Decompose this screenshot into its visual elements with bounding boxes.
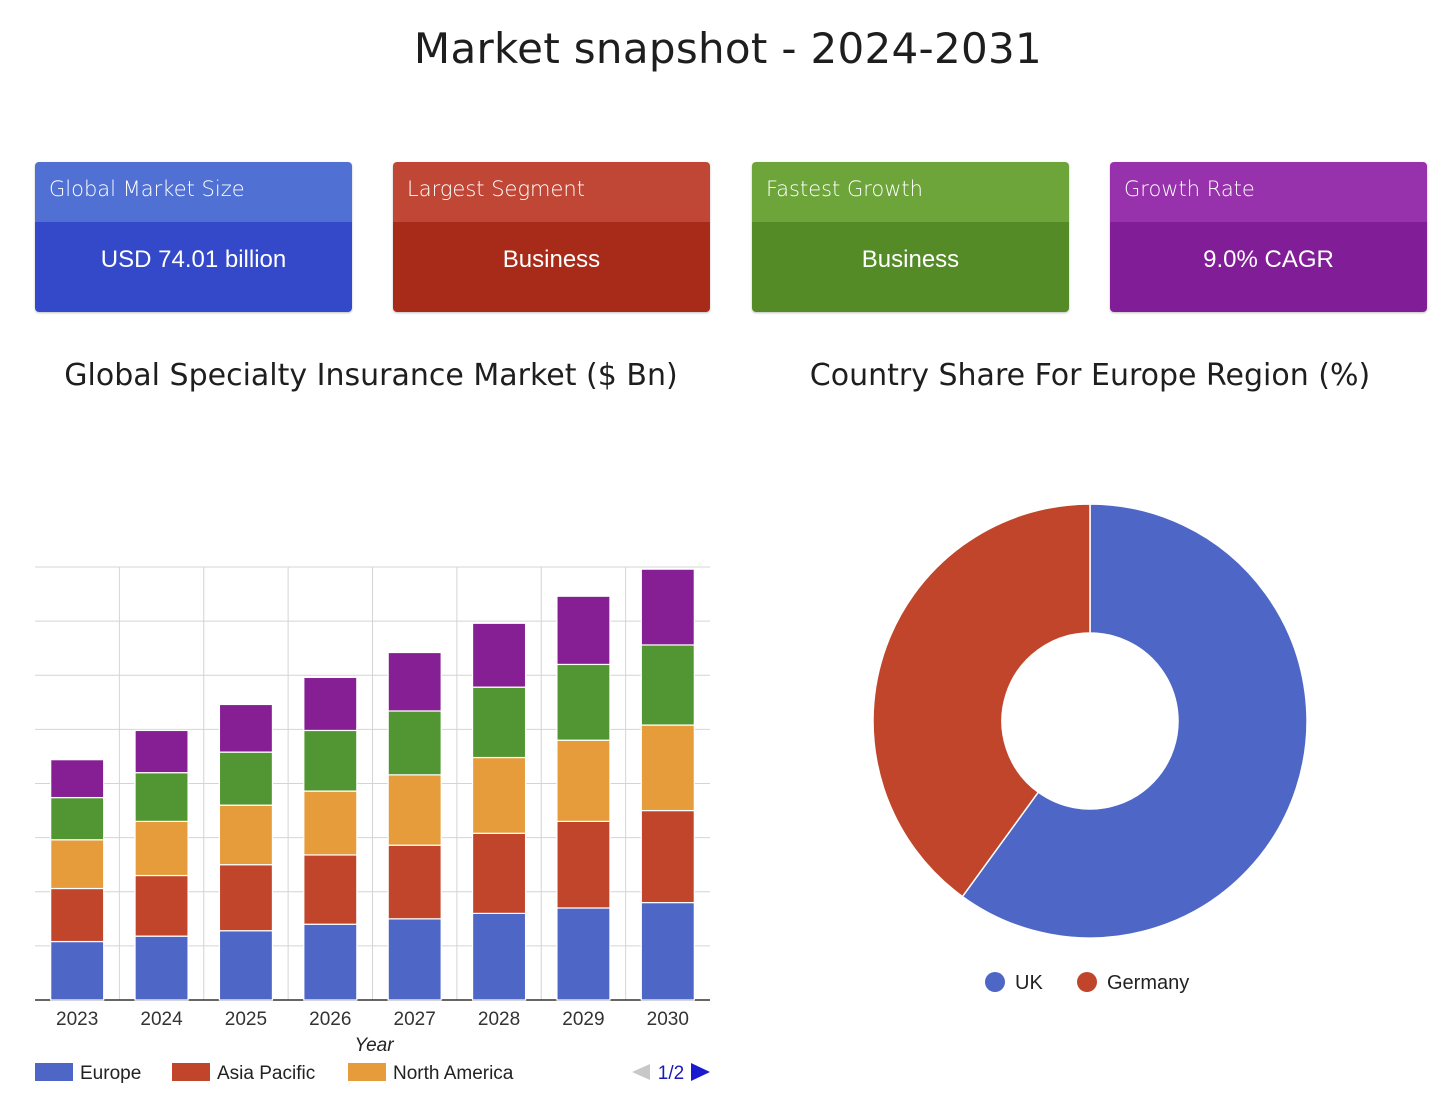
x-tick-label: 2025 xyxy=(225,1009,267,1030)
kpi-card-growth-rate: Growth Rate 9.0% CAGR xyxy=(1110,162,1427,312)
pie-chart-title: Country Share For Europe Region (%) xyxy=(809,358,1371,393)
legend-item[interactable]: UK xyxy=(985,972,1043,994)
legend-item[interactable]: Europe xyxy=(35,1063,141,1084)
bar-segment[interactable] xyxy=(303,790,358,856)
x-tick-label: 2028 xyxy=(478,1009,520,1030)
kpi-value: Business xyxy=(393,222,710,312)
kpi-label: Largest Segment xyxy=(393,162,710,222)
stacked-bar-chart: 2023 2024 2025 2026 2027 2028 2029 2030 Year Eu… xyxy=(35,566,710,1084)
bar-segment[interactable] xyxy=(303,676,358,732)
chart-bars xyxy=(50,568,695,1001)
bar-segment[interactable] xyxy=(134,820,189,877)
legend-prev-icon[interactable] xyxy=(632,1064,650,1080)
kpi-value: 9.0% CAGR xyxy=(1110,222,1427,312)
legend-label: Europe xyxy=(80,1063,141,1084)
donut-slice[interactable] xyxy=(872,503,1091,898)
bar-chart-title: Global Specialty Insurance Market ($ Bn) xyxy=(64,358,678,393)
bar-segment[interactable] xyxy=(134,729,189,774)
donut-slice[interactable] xyxy=(961,503,1308,939)
x-tick-label: 2024 xyxy=(140,1009,183,1030)
bar-segment[interactable] xyxy=(218,703,274,753)
legend-pager: 1/2 xyxy=(632,1063,710,1084)
bar-segment[interactable] xyxy=(50,887,105,943)
bar-segment[interactable] xyxy=(50,796,105,841)
bar-segment[interactable] xyxy=(556,739,611,822)
kpi-card-largest-segment: Largest Segment Business xyxy=(393,162,710,312)
bar-segment[interactable] xyxy=(303,729,358,792)
legend-swatch xyxy=(35,1063,73,1081)
x-tick-label: 2030 xyxy=(647,1009,689,1030)
bar-segment[interactable] xyxy=(134,772,189,822)
bar-segment[interactable] xyxy=(50,759,105,799)
bar-segment[interactable] xyxy=(134,874,189,937)
bar-segment[interactable] xyxy=(471,686,527,759)
bar-segment[interactable] xyxy=(640,809,695,904)
legend-label: UK xyxy=(1015,972,1043,994)
legend-label: Germany xyxy=(1107,972,1189,994)
bar-segment[interactable] xyxy=(387,774,442,846)
x-tick-label: 2029 xyxy=(562,1009,604,1030)
legend-item[interactable]: Germany xyxy=(1077,972,1189,994)
bar-segment[interactable] xyxy=(50,940,105,1001)
bar-segment[interactable] xyxy=(556,820,611,909)
donut-slices xyxy=(872,503,1308,939)
legend-page-indicator: 1/2 xyxy=(658,1063,684,1084)
bar-segment[interactable] xyxy=(134,935,189,1001)
chart-legend: Europe Asia Pacific North America xyxy=(35,1063,514,1084)
legend-next-icon[interactable] xyxy=(691,1063,710,1081)
legend-item[interactable]: North America xyxy=(348,1063,514,1084)
bar-segment[interactable] xyxy=(471,912,527,1001)
legend-label: North America xyxy=(393,1063,514,1084)
kpi-card-market-size: Global Market Size USD 74.01 billion xyxy=(35,162,352,312)
bar-segment[interactable] xyxy=(218,804,274,866)
x-tick-label: 2026 xyxy=(309,1009,351,1030)
kpi-card-fastest-growth: Fastest Growth Business xyxy=(752,162,1069,312)
legend-swatch xyxy=(172,1063,210,1081)
bar-segment[interactable] xyxy=(471,832,527,915)
bar-segment[interactable] xyxy=(218,930,274,1001)
x-tick-label: 2027 xyxy=(394,1009,436,1030)
kpi-value: USD 74.01 billion xyxy=(35,222,352,312)
bar-segment[interactable] xyxy=(556,907,611,1001)
bar-segment[interactable] xyxy=(471,756,527,834)
legend-swatch xyxy=(1077,972,1097,992)
donut-chart: UK Germany xyxy=(872,503,1308,994)
bar-segment[interactable] xyxy=(387,651,442,712)
bar-segment[interactable] xyxy=(303,854,358,925)
chart-grid xyxy=(35,566,710,1001)
legend-item[interactable]: Asia Pacific xyxy=(172,1063,315,1084)
legend-swatch xyxy=(348,1063,386,1081)
x-axis-ticks: 2023 2024 2025 2026 2027 2028 2029 2030 xyxy=(56,1009,689,1030)
donut-legend: UK Germany xyxy=(985,972,1189,994)
bar-segment[interactable] xyxy=(218,751,274,806)
kpi-label: Growth Rate xyxy=(1110,162,1427,222)
kpi-value: Business xyxy=(752,222,1069,312)
legend-swatch xyxy=(985,972,1005,992)
bar-segment[interactable] xyxy=(640,901,695,1001)
bar-segment[interactable] xyxy=(387,844,442,920)
bar-segment[interactable] xyxy=(303,923,358,1001)
kpi-label: Fastest Growth xyxy=(752,162,1069,222)
bar-segment[interactable] xyxy=(640,724,695,812)
bar-segment[interactable] xyxy=(640,568,695,646)
page-title: Market snapshot - 2024-2031 xyxy=(413,24,1043,73)
bar-segment[interactable] xyxy=(387,710,442,776)
x-tick-label: 2023 xyxy=(56,1009,98,1030)
bar-segment[interactable] xyxy=(556,663,611,741)
bar-segment[interactable] xyxy=(387,918,442,1001)
bar-segment[interactable] xyxy=(640,644,695,726)
bar-segment[interactable] xyxy=(218,864,274,932)
bar-segment[interactable] xyxy=(50,839,105,890)
legend-label: Asia Pacific xyxy=(217,1063,315,1084)
bar-segment[interactable] xyxy=(556,595,611,666)
bar-segment[interactable] xyxy=(471,622,527,688)
kpi-label: Global Market Size xyxy=(35,162,352,222)
x-axis-label: Year xyxy=(354,1035,394,1056)
